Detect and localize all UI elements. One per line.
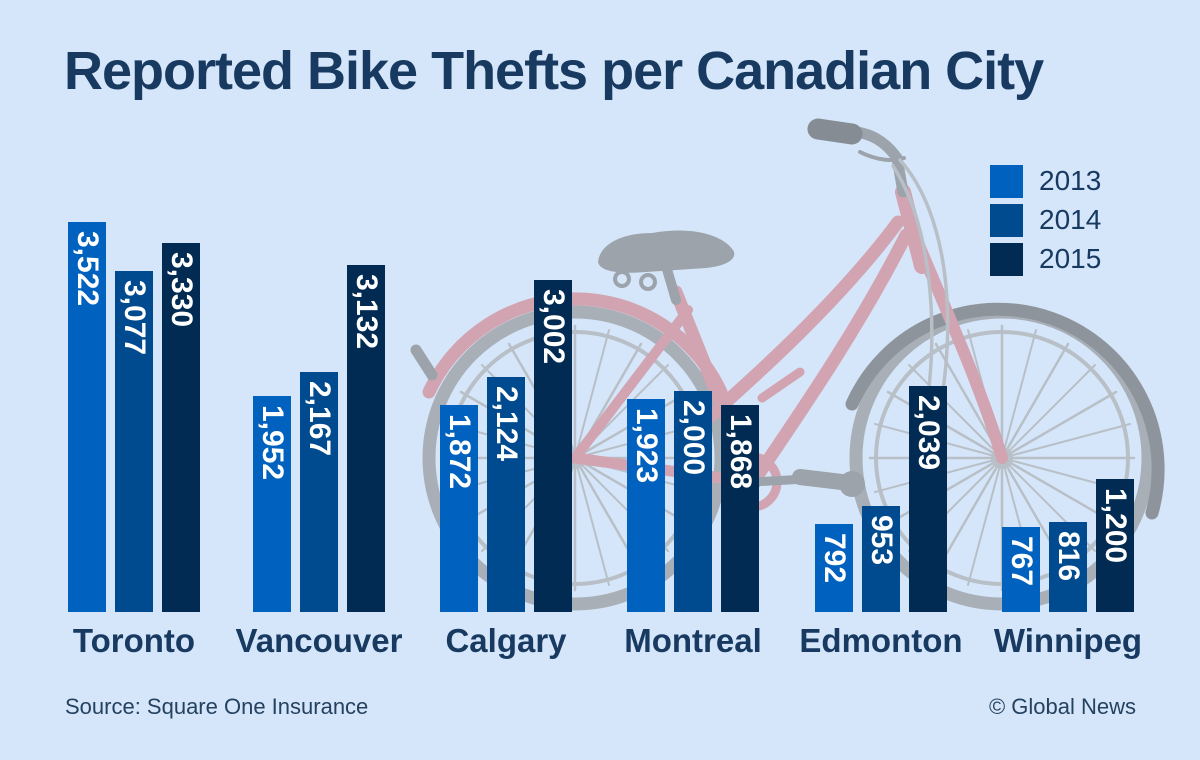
bar-montreal-2013: 1,923	[627, 399, 665, 612]
bar-value-label: 816	[1052, 531, 1085, 582]
legend-swatch-2013	[990, 164, 1023, 198]
bar-group-calgary: 1,872 2,124 3,002	[440, 280, 572, 612]
bar-value-label: 2,039	[912, 395, 945, 471]
bar-value-label: 1,872	[443, 414, 476, 490]
city-label-vancouver: Vancouver	[235, 622, 403, 659]
legend-swatch-2015	[990, 242, 1023, 276]
bar-vancouver-2013: 1,952	[253, 396, 291, 612]
city-label-edmonton: Edmonton	[799, 622, 963, 659]
legend: 2013 2014 2015	[990, 164, 1101, 276]
page-title: Reported Bike Thefts per Canadian City	[64, 41, 1044, 101]
bar-value-label: 3,002	[537, 289, 570, 365]
city-label-winnipeg: Winnipeg	[993, 622, 1143, 659]
bar-group-vancouver: 1,952 2,167 3,132	[253, 265, 385, 612]
fenders	[410, 292, 1165, 520]
legend-item-2013: 2013	[990, 164, 1101, 198]
bar-calgary-2013: 1,872	[440, 405, 478, 612]
bar-calgary-2014: 2,124	[487, 377, 525, 612]
bar-value-label: 792	[818, 533, 851, 584]
bar-vancouver-2014: 2,167	[300, 372, 338, 612]
bar-group-edmonton: 792 953 2,039	[815, 386, 947, 612]
bar-group-montreal: 1,923 2,000 1,868	[627, 391, 759, 612]
bar-value-label: 1,952	[256, 405, 289, 481]
city-label-calgary: Calgary	[445, 622, 567, 659]
legend-label: 2013	[1039, 165, 1102, 196]
legend-label: 2014	[1039, 204, 1102, 235]
legend-item-2014: 2014	[990, 203, 1101, 237]
bar-value-label: 767	[1005, 536, 1038, 587]
bar-vancouver-2015: 3,132	[347, 265, 385, 612]
legend-swatch-2014	[990, 203, 1023, 237]
bar-value-label: 3,077	[118, 280, 151, 356]
bar-toronto-2015: 3,330	[162, 243, 200, 612]
source-attribution: Source: Square One Insurance	[65, 694, 369, 719]
bar-calgary-2015: 3,002	[534, 280, 572, 612]
bar-winnipeg-2014: 816	[1049, 522, 1087, 612]
bar-group-winnipeg: 767 816 1,200	[1002, 479, 1134, 612]
bar-winnipeg-2015: 1,200	[1096, 479, 1134, 612]
bar-value-label: 1,923	[630, 408, 663, 484]
bar-value-label: 2,167	[303, 381, 336, 457]
bar-value-label: 1,200	[1099, 488, 1132, 564]
bar-edmonton-2015: 2,039	[909, 386, 947, 612]
bar-value-label: 1,868	[724, 414, 757, 490]
bar-edmonton-2013: 792	[815, 524, 853, 612]
bar-toronto-2014: 3,077	[115, 271, 153, 612]
bar-montreal-2014: 2,000	[674, 391, 712, 612]
bar-value-label: 953	[865, 515, 898, 566]
bar-toronto-2013: 3,522	[68, 222, 106, 612]
city-label-toronto: Toronto	[72, 622, 196, 659]
saddle	[598, 230, 735, 305]
legend-label: 2015	[1039, 243, 1102, 274]
bar-value-label: 3,330	[165, 252, 198, 328]
bar-edmonton-2014: 953	[862, 506, 900, 612]
bar-winnipeg-2013: 767	[1002, 527, 1040, 612]
legend-item-2015: 2015	[990, 242, 1101, 276]
bar-value-label: 2,124	[490, 386, 523, 462]
bar-value-label: 3,522	[71, 231, 104, 307]
publisher-credit: © Global News	[988, 694, 1136, 719]
bar-value-label: 3,132	[350, 274, 383, 350]
bar-value-label: 2,000	[677, 400, 710, 476]
handlebar	[807, 118, 950, 426]
city-label-montreal: Montreal	[624, 622, 762, 659]
bar-group-toronto: 3,522 3,077 3,330	[68, 222, 200, 612]
bar-montreal-2015: 1,868	[721, 405, 759, 612]
